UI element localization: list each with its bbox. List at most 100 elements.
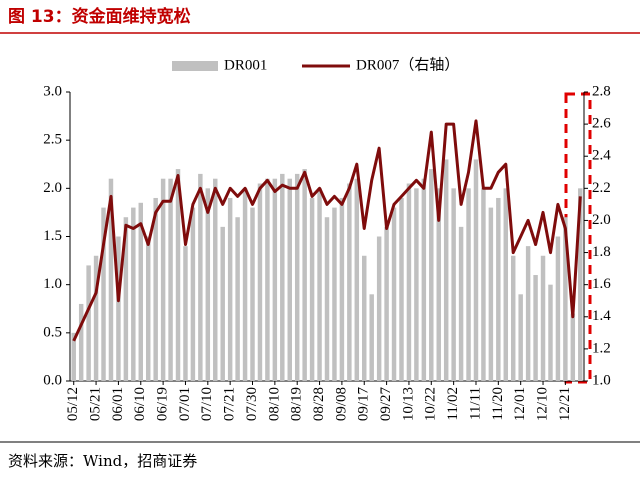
- bar: [496, 197, 501, 381]
- x-tick-label: 08/28: [311, 387, 327, 421]
- y-tick-label: 0.5: [43, 324, 62, 340]
- x-tick-label: 06/19: [155, 387, 171, 421]
- bar: [578, 188, 583, 381]
- y-tick-label: 0.0: [43, 372, 62, 388]
- bar: [190, 207, 196, 381]
- legend-label: DR001: [224, 57, 267, 73]
- bar: [406, 183, 412, 381]
- y-tick-label: 2.5: [43, 132, 62, 148]
- y2-tick-label: 1.0: [592, 372, 611, 388]
- x-tick-label: 07/01: [177, 387, 193, 421]
- x-tick-label: 12/01: [512, 387, 528, 421]
- bar: [198, 173, 203, 381]
- y2-tick-label: 2.4: [592, 148, 611, 164]
- bar: [443, 159, 449, 381]
- x-tick-label: 05/12: [65, 387, 81, 421]
- line: [72, 119, 582, 342]
- y2-tick-label: 2.6: [592, 116, 611, 132]
- bar: [458, 226, 464, 381]
- bar: [317, 188, 322, 381]
- x-tick-label: 12/21: [557, 387, 573, 421]
- y2-tick-label: 1.6: [592, 276, 611, 292]
- bar: [294, 173, 300, 381]
- bar: [414, 188, 419, 381]
- bar: [466, 188, 471, 381]
- bar: [250, 207, 255, 381]
- y2-tick-label: 2.2: [592, 180, 611, 196]
- bar: [145, 236, 151, 381]
- y2-tick-label: 1.4: [592, 308, 611, 324]
- bar: [280, 173, 285, 381]
- bar: [213, 178, 218, 381]
- bar: [570, 313, 576, 381]
- y-tick-label: 1.0: [43, 276, 62, 292]
- x-tick-label: 06/01: [110, 387, 126, 421]
- y2-tick-label: 2.8: [592, 83, 611, 99]
- x-tick-label: 06/10: [132, 387, 148, 421]
- bar: [175, 169, 181, 381]
- bar: [540, 255, 546, 381]
- bar: [71, 332, 76, 381]
- y-tick-label: 1.5: [43, 228, 62, 244]
- bar: [324, 217, 330, 381]
- x-tick-label: 05/21: [88, 387, 104, 421]
- bar: [153, 197, 158, 381]
- bar: [265, 178, 270, 381]
- x-tick-label: 10/13: [400, 387, 416, 421]
- bar: [116, 236, 121, 381]
- x-tick-label: 07/21: [222, 387, 238, 421]
- bar: [391, 207, 397, 381]
- chart-title: 图 13：资金面维持宽松: [8, 6, 191, 27]
- x-tick-label: 09/27: [378, 387, 394, 422]
- x-tick-label: 07/10: [199, 387, 215, 421]
- bar: [429, 169, 434, 381]
- bar: [354, 178, 360, 381]
- bar: [399, 197, 404, 381]
- bar: [93, 255, 99, 381]
- bar: [339, 197, 345, 381]
- bar: [563, 217, 568, 381]
- bar: [131, 207, 136, 381]
- x-tick-label: 11/20: [490, 387, 506, 421]
- bar: [481, 188, 486, 381]
- y2-tick-label: 1.2: [592, 340, 611, 356]
- bar: [347, 183, 352, 381]
- bar: [242, 188, 248, 381]
- bar: [421, 178, 427, 381]
- bar: [235, 217, 240, 381]
- bar: [518, 294, 523, 381]
- x-tick-label: 11/11: [467, 387, 483, 420]
- bar: [473, 159, 479, 381]
- bar: [533, 275, 538, 381]
- bar: [257, 183, 263, 381]
- bar: [168, 178, 173, 381]
- bar: [78, 303, 84, 381]
- y2-tick-label: 2.0: [592, 212, 611, 228]
- y2-tick-label: 1.8: [592, 244, 611, 260]
- bar: [362, 255, 367, 381]
- bar: [101, 207, 106, 381]
- source: 资料来源：Wind，招商证券: [8, 452, 197, 470]
- bar: [555, 236, 561, 381]
- legend-swatch: [172, 61, 218, 71]
- x-tick-label: 09/08: [333, 387, 349, 421]
- bar: [287, 178, 292, 381]
- bar: [384, 226, 389, 381]
- bar: [86, 265, 91, 381]
- bar: [138, 202, 144, 381]
- bar: [183, 246, 188, 381]
- y-tick-label: 2.0: [43, 180, 62, 196]
- x-tick-label: 11/02: [445, 387, 461, 421]
- bar: [376, 236, 382, 381]
- bar: [205, 188, 211, 381]
- bar: [309, 197, 315, 381]
- bar: [302, 169, 307, 381]
- bar: [108, 178, 114, 381]
- bar: [369, 294, 374, 381]
- bar: [525, 246, 531, 381]
- x-tick-label: 10/22: [423, 387, 439, 421]
- x-tick-label: 12/10: [534, 387, 550, 421]
- y-tick-label: 3.0: [43, 83, 62, 99]
